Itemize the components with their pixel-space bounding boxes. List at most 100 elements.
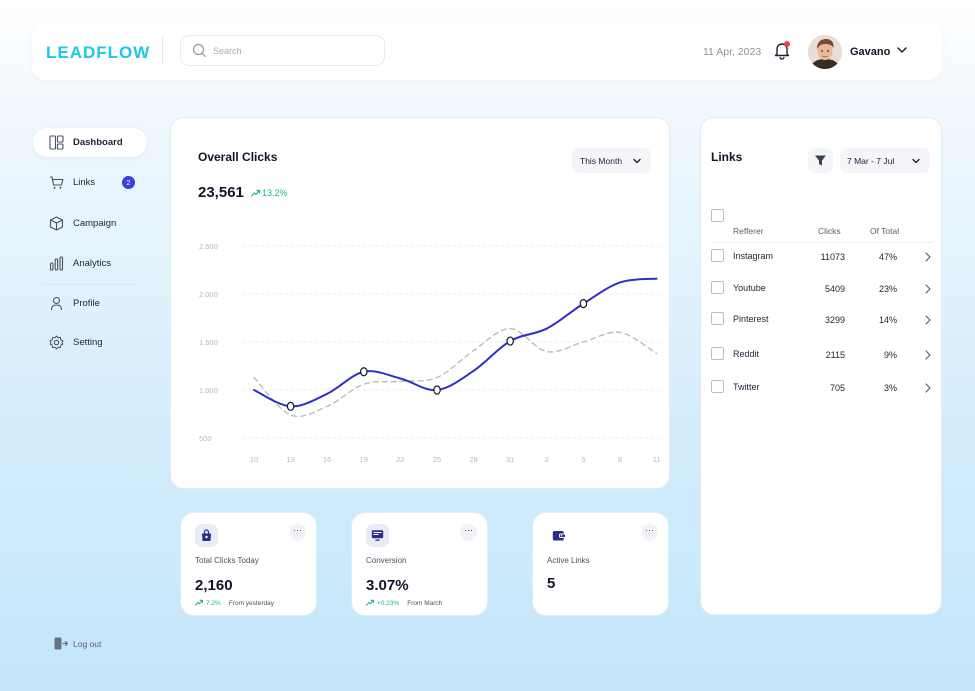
referrer-clicks: 705 [829, 383, 845, 393]
table-divider [711, 242, 933, 243]
overall-clicks-card: 2,500 2,000 1,500 1,000 500 10 13 16 19 22 25 28 31 2… [170, 117, 670, 489]
period-label: This Month [580, 156, 623, 166]
logo-divider [162, 37, 163, 64]
date-range-dropdown[interactable]: 7 Mar - 7 Jul [840, 148, 930, 173]
referrer-name: Pinterest [733, 314, 769, 324]
total-clicks-value: 23,561 [198, 184, 244, 201]
more-options-button[interactable]: ··· [641, 524, 658, 541]
stat-icon [195, 524, 218, 547]
card-title: Overall Clicks [198, 150, 278, 164]
sidebar-item-analytics[interactable]: Analytics [33, 249, 147, 278]
chevron-right-icon[interactable] [923, 349, 933, 361]
chevron-down-icon [633, 158, 641, 164]
x-tick-label: 31 [506, 455, 514, 464]
sidebar-item-links[interactable]: Links 2 [33, 168, 147, 197]
stat-value: 5 [547, 575, 556, 592]
top-bar: LEADFLOW 11 Apr, 2023 Gavano [32, 23, 942, 80]
clicks-change: 13.2% [250, 188, 288, 198]
data-point[interactable] [579, 299, 588, 309]
x-tick-label: 5 [581, 455, 585, 464]
data-point[interactable] [433, 385, 441, 395]
stat-label: Total Clicks Today [195, 556, 259, 565]
sidebar-item-dashboard[interactable]: Dashboard [33, 128, 147, 157]
table-row[interactable]: Instagram 11073 47% [701, 249, 941, 269]
stat-change: +0.23% From March [365, 599, 442, 607]
data-point[interactable] [360, 367, 368, 377]
clicks-change-value: 13.2% [262, 188, 288, 198]
avatar-image [808, 35, 842, 69]
avatar[interactable] [808, 35, 842, 69]
monitor-icon [371, 530, 384, 541]
sidebar-item-label: Dashboard [73, 137, 123, 148]
stat-label: Active Links [547, 556, 590, 565]
y-tick-label: 1,500 [199, 338, 218, 347]
data-point[interactable] [506, 336, 515, 346]
table-row[interactable]: Youtube 5409 23% [701, 281, 941, 301]
stat-card-total-clicks: ··· Total Clicks Today 2,160 7.2% From ye… [180, 512, 317, 616]
period-dropdown[interactable]: This Month [572, 148, 651, 173]
comparison-series-line [253, 327, 658, 418]
more-options-button[interactable]: ··· [289, 524, 306, 541]
referrer-name: Youtube [733, 283, 766, 293]
filter-icon [815, 155, 826, 166]
table-row[interactable]: Reddit 2115 9% [701, 347, 941, 367]
x-tick-label: 19 [360, 455, 368, 464]
chevron-right-icon[interactable] [923, 251, 933, 263]
column-header-of-total: Of Total [870, 226, 900, 236]
x-tick-label: 16 [323, 455, 331, 464]
referrer-name: Twitter [733, 382, 760, 392]
referrer-clicks: 5409 [824, 284, 845, 294]
trend-up-icon [194, 599, 204, 606]
user-name[interactable]: Gavano [850, 46, 891, 58]
chevron-right-icon[interactable] [923, 283, 933, 295]
search-box[interactable] [180, 35, 385, 66]
sidebar-item-campaign[interactable]: Campaign [33, 209, 147, 238]
row-checkbox[interactable] [711, 249, 724, 262]
row-checkbox[interactable] [711, 281, 724, 294]
sidebar-item-label: Profile [73, 298, 100, 309]
notification-dot [784, 41, 790, 47]
referrer-percent: 14% [878, 315, 897, 325]
row-checkbox[interactable] [711, 380, 724, 393]
x-tick-label: 11 [653, 455, 661, 464]
referrer-percent: 3% [883, 383, 897, 393]
table-row[interactable]: Pinterest 3299 14% [701, 312, 941, 332]
table-row[interactable]: Twitter 705 3% [701, 380, 941, 400]
referrer-clicks: 11073 [820, 252, 845, 262]
clicks-series-line [253, 277, 658, 408]
stat-change-value: 7.2% [206, 600, 221, 607]
dashboard-icon [49, 135, 64, 150]
data-point[interactable] [286, 401, 295, 411]
logout-button[interactable]: Log out [54, 636, 134, 652]
more-options-button[interactable]: ··· [460, 524, 477, 541]
chevron-right-icon[interactable] [923, 382, 933, 394]
date-range-label: 7 Mar - 7 Jul [847, 156, 895, 166]
sidebar-item-profile[interactable]: Profile [33, 289, 147, 318]
x-tick-label: 13 [286, 455, 294, 464]
row-checkbox[interactable] [711, 312, 724, 325]
select-all-checkbox[interactable] [711, 209, 724, 222]
search-input[interactable] [213, 43, 373, 59]
y-tick-label: 1,000 [199, 386, 218, 395]
chevron-down-icon[interactable] [895, 43, 909, 57]
profile-icon [50, 296, 63, 311]
x-tick-label: 28 [469, 455, 477, 464]
x-tick-label: 8 [618, 455, 622, 464]
card-title: Links [711, 150, 743, 164]
box-icon [49, 216, 64, 231]
x-tick-label: 10 [250, 455, 258, 464]
stat-value: 2,160 [195, 577, 233, 594]
logout-icon [54, 637, 68, 650]
row-checkbox[interactable] [711, 347, 724, 360]
bag-icon [202, 529, 211, 541]
wallet-icon [552, 531, 566, 541]
filter-button[interactable] [808, 148, 833, 173]
sidebar-item-setting[interactable]: Setting [33, 328, 147, 357]
stat-change: 7.2% From yesterday [194, 599, 274, 607]
cart-icon [50, 176, 64, 189]
referrer-clicks: 2115 [825, 350, 845, 360]
sidebar-item-label: Analytics [73, 258, 112, 269]
y-tick-label: 2,000 [199, 290, 218, 299]
column-header-clicks: Clicks [818, 226, 841, 236]
chevron-right-icon[interactable] [923, 314, 933, 326]
